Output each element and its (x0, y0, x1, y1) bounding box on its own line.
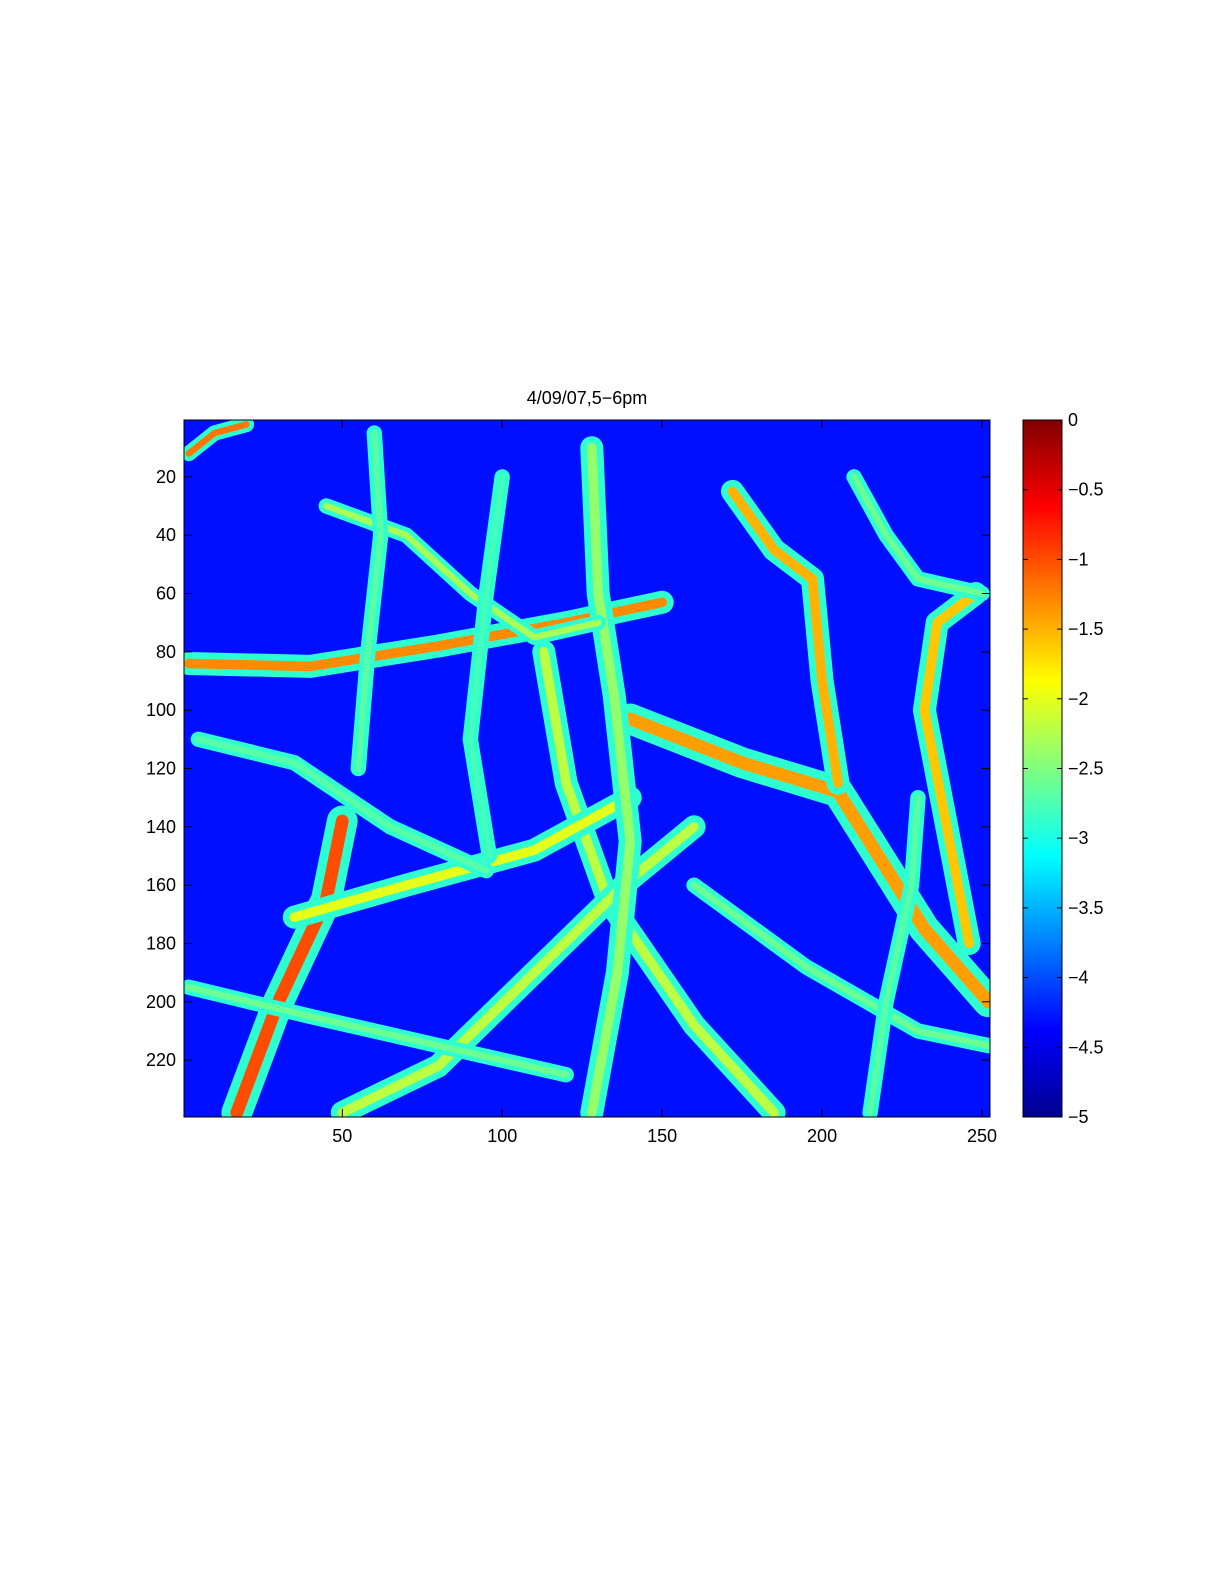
branch-11 (690, 882, 990, 1049)
y-tick-label: 80 (156, 642, 176, 662)
colorbar-tick-label: −4 (1068, 968, 1089, 988)
colorbar: 0 −0.5 −1 −1.5 −2 −2.5 −3 −3.5 −4 −4.5 −5 (1022, 410, 1104, 1127)
heatmap-branches (184, 420, 990, 1117)
x-tick-label: 50 (332, 1126, 352, 1146)
branch-3 (727, 486, 843, 788)
y-tick-label: 200 (146, 992, 176, 1012)
y-tick-label: 220 (146, 1050, 176, 1070)
y-tick-label: 180 (146, 933, 176, 953)
colorbar-tick-label: −1.5 (1068, 619, 1104, 639)
colorbar-tick-label: −3.5 (1068, 898, 1104, 918)
branch-7 (587, 442, 635, 1117)
branch-14 (355, 429, 384, 772)
colorbar-tick-label: −3 (1068, 828, 1089, 848)
branch-15 (866, 794, 922, 1116)
branch-16 (467, 473, 506, 860)
branch-10 (185, 984, 570, 1078)
x-axis: 50 100 150 200 250 (332, 420, 997, 1146)
heatmap-plot-area (183, 419, 991, 1118)
colorbar-tick-label: −2 (1068, 689, 1089, 709)
colorbar-tick-label: −1 (1068, 549, 1089, 569)
branch-1 (230, 814, 349, 1117)
branch-17 (185, 421, 250, 457)
branch-12 (195, 736, 490, 874)
y-tick-label: 40 (156, 525, 176, 545)
y-tick-label: 140 (146, 817, 176, 837)
colorbar-tick-label: 0 (1068, 410, 1078, 430)
colorbar-tick-label: −2.5 (1068, 759, 1104, 779)
y-tick-label: 120 (146, 759, 176, 779)
branch-5 (337, 822, 699, 1117)
y-tick-label: 160 (146, 875, 176, 895)
colorbar-tick-label: −4.5 (1068, 1037, 1104, 1057)
x-tick-label: 150 (647, 1126, 677, 1146)
branch-8 (919, 588, 981, 949)
x-tick-label: 100 (487, 1126, 517, 1146)
colorbar-tick-label: −5 (1068, 1107, 1089, 1127)
branch-13 (850, 473, 986, 597)
y-axis: 20 40 60 80 100 120 140 160 180 200 220 (146, 467, 990, 1070)
y-tick-label: 60 (156, 584, 176, 604)
colorbar-ticks: 0 −0.5 −1 −1.5 −2 −2.5 −3 −3.5 −4 −4.5 −5 (1023, 410, 1104, 1127)
y-tick-label: 100 (146, 700, 176, 720)
colorbar-tick-label: −0.5 (1068, 480, 1104, 500)
y-tick-label: 20 (156, 467, 176, 487)
x-tick-label: 250 (967, 1126, 997, 1146)
x-tick-label: 200 (807, 1126, 837, 1146)
chart-title: 4/09/07,5−6pm (527, 388, 648, 408)
colorbar-gradient (1022, 419, 1063, 1118)
